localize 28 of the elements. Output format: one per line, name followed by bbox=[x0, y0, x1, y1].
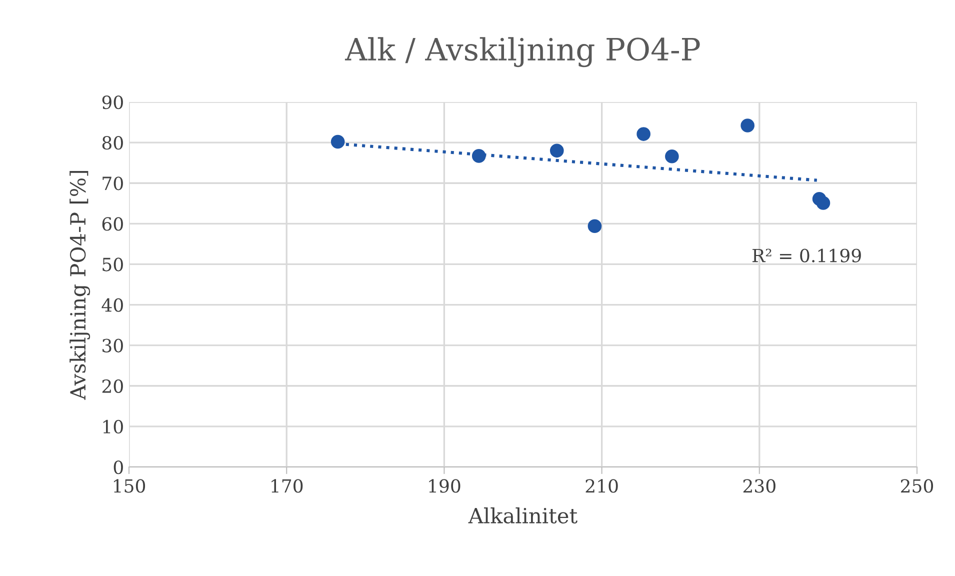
point bbox=[636, 127, 650, 141]
point bbox=[740, 118, 754, 132]
point bbox=[550, 144, 564, 158]
y-tick-label: 10 bbox=[103, 420, 123, 434]
y-tick-label: 70 bbox=[102, 176, 123, 190]
annotation: R² = 0.1199 bbox=[752, 248, 861, 262]
y-tick-label: 20 bbox=[102, 379, 123, 394]
chart-title: Alk / Avskiljning PO4-P bbox=[344, 37, 700, 68]
y-tick-label: 50 bbox=[102, 258, 123, 272]
x-tick-label: 210 bbox=[586, 479, 618, 493]
x-axis-title: Alkalinitet bbox=[468, 507, 578, 524]
point bbox=[665, 149, 679, 164]
y-tick-label: 60 bbox=[102, 217, 123, 231]
y-tick-label: 30 bbox=[102, 338, 123, 352]
x-tick-label: 230 bbox=[743, 479, 776, 493]
y-tick-label: 0 bbox=[114, 460, 123, 474]
x-tick-label: 150 bbox=[114, 479, 146, 493]
y-tick-label: 80 bbox=[102, 136, 123, 150]
point bbox=[816, 196, 830, 210]
x-tick-label: 250 bbox=[900, 479, 934, 493]
x-tick-label: 190 bbox=[429, 479, 460, 493]
y-tick-label: 40 bbox=[102, 298, 123, 312]
y-axis-title: Avskiljning PO4-P [%] bbox=[70, 170, 90, 400]
point bbox=[588, 219, 602, 234]
x-tick-label: 170 bbox=[272, 479, 303, 493]
y-tick-label: 90 bbox=[102, 95, 123, 110]
point bbox=[472, 149, 486, 163]
point bbox=[330, 134, 345, 149]
